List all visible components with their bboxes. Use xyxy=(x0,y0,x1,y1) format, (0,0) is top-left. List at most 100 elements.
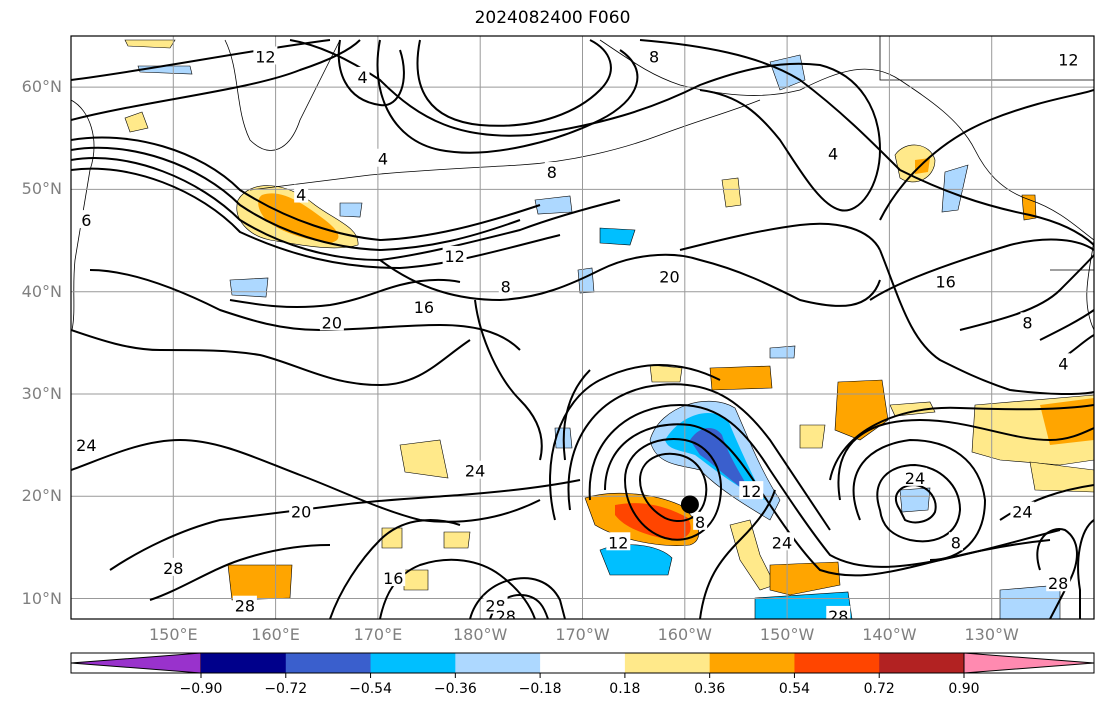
colorbar-cell xyxy=(794,653,880,673)
contour-label: 24 xyxy=(465,462,485,481)
contour-label-bg xyxy=(826,143,841,162)
contour-line-storm-5 xyxy=(567,383,831,531)
contour-label: 24 xyxy=(1012,503,1032,522)
contour-line-storm-2 xyxy=(623,438,722,541)
contour-line-storm-6 xyxy=(549,364,721,521)
contour-line-28 xyxy=(699,489,776,619)
coastline-border xyxy=(879,36,1094,81)
colorbar-tick-label: 0.36 xyxy=(694,681,726,697)
contour-label-bg xyxy=(1010,501,1035,520)
lat-tick-label: 40°N xyxy=(21,281,62,301)
contour-label-bg xyxy=(606,532,631,551)
contour-line-15 xyxy=(1039,309,1094,341)
contour-label-bg xyxy=(79,210,94,229)
colorbar-tick-label: 0.72 xyxy=(863,681,895,697)
contour-label-bg xyxy=(289,501,314,520)
shade-warm-mid-2 xyxy=(649,364,683,383)
contour-label: 4 xyxy=(828,145,838,164)
colorbar-frame xyxy=(70,652,1095,674)
contour-label-bg xyxy=(933,271,958,290)
shade-warm-mid-1 xyxy=(709,365,773,391)
contour-label: 16 xyxy=(414,298,434,317)
contour-label: 12 xyxy=(608,533,628,552)
shade-warm-small-1 xyxy=(124,39,176,49)
coastline-kamchatka xyxy=(224,39,341,151)
shade-warm-east-2 xyxy=(1029,461,1094,493)
lat-tick-label: 30°N xyxy=(21,383,62,403)
colorbar-tick-label: −0.90 xyxy=(179,681,223,697)
colorbar-cell xyxy=(963,652,1095,674)
shade-cool-storm-core xyxy=(690,428,752,495)
contour-label-bg xyxy=(769,532,794,551)
contour-line-17 xyxy=(379,253,881,307)
contour-label: 28 xyxy=(235,597,255,616)
shade-warm-mid-5 xyxy=(889,401,936,417)
shade-cool-mid-6 xyxy=(769,345,796,359)
shade-cool-mid-2 xyxy=(599,227,636,246)
contour-label: 24 xyxy=(905,469,925,488)
shade-warm-south-4 xyxy=(443,531,471,549)
contour-label: 24 xyxy=(76,436,96,455)
lon-tick-label: 170°W xyxy=(555,625,610,644)
shade-warm-south-1 xyxy=(399,439,449,479)
contour-line-2 xyxy=(71,146,521,252)
contour-label: 28 xyxy=(1048,574,1068,593)
contour-line-23 xyxy=(149,544,331,601)
lon-tick-label: 150°E xyxy=(148,625,198,644)
contour-label: 8 xyxy=(695,513,705,532)
shade-cool-mid-4 xyxy=(229,277,269,298)
contour-label: 28 xyxy=(496,607,516,626)
lat-tick-label: 10°N xyxy=(21,588,62,608)
contour-line-5 xyxy=(337,39,405,107)
contour-label: 20 xyxy=(659,267,679,286)
contour-line-7 xyxy=(416,39,612,127)
contour-label-bg xyxy=(74,435,99,454)
lat-tick-label: 50°N xyxy=(21,179,62,199)
contour-label: 8 xyxy=(1022,313,1032,332)
contour-label-bg xyxy=(411,297,436,316)
contour-line-11 xyxy=(639,39,1094,246)
shade-warm-small-2 xyxy=(124,111,149,133)
lon-tick-label: 180°W xyxy=(453,625,508,644)
contour-line-12 xyxy=(879,89,1094,221)
contour-line-east-2 xyxy=(876,463,962,543)
contour-label-bg xyxy=(1056,49,1081,68)
contour-line-trough-2 xyxy=(562,369,591,461)
contour-label: 4 xyxy=(1058,354,1068,373)
contour-label-bg xyxy=(253,46,278,65)
colorbar-cell xyxy=(285,653,372,673)
contour-line-21 xyxy=(71,438,541,523)
contour-label: 12 xyxy=(444,247,464,266)
lon-tick-label: 160°E xyxy=(251,625,300,644)
contour-label: 12 xyxy=(741,482,761,501)
map-frame xyxy=(70,35,1095,620)
contour-line-6 xyxy=(376,39,639,154)
contour-label-bg xyxy=(355,66,370,85)
shade-warm-trough-2 xyxy=(769,561,841,596)
contour-label-bg xyxy=(442,245,467,264)
contour-line-26 xyxy=(469,577,566,619)
contour-line-4 xyxy=(71,167,561,270)
contour-line-east-6 xyxy=(999,484,1094,521)
contour-label: 8 xyxy=(951,533,961,552)
contour-line-10 xyxy=(289,39,882,212)
lon-tick-label: 160°W xyxy=(657,625,712,644)
contour-line-east-3 xyxy=(852,438,987,561)
contour-label-bg xyxy=(657,266,682,285)
contour-line-midlat-1 xyxy=(679,222,881,251)
contour-line-storm-1 xyxy=(638,452,708,522)
contour-label-bg xyxy=(463,460,488,479)
shade-warm-trough-1 xyxy=(729,519,776,591)
contour-label: 12 xyxy=(1058,51,1078,70)
lat-tick-label: 20°N xyxy=(21,486,62,506)
contour-line-east-5 xyxy=(829,404,1094,481)
contour-line-3 xyxy=(71,136,541,242)
contour-line-east-1 xyxy=(895,483,937,524)
contour-label: 16 xyxy=(935,272,955,291)
contour-line-storm-4 xyxy=(588,403,1061,568)
map-title: 2024082400 F060 xyxy=(474,8,631,28)
shade-warm-small-3 xyxy=(721,177,742,208)
contour-line-trough xyxy=(474,299,543,461)
contour-line-14 xyxy=(959,254,1094,331)
